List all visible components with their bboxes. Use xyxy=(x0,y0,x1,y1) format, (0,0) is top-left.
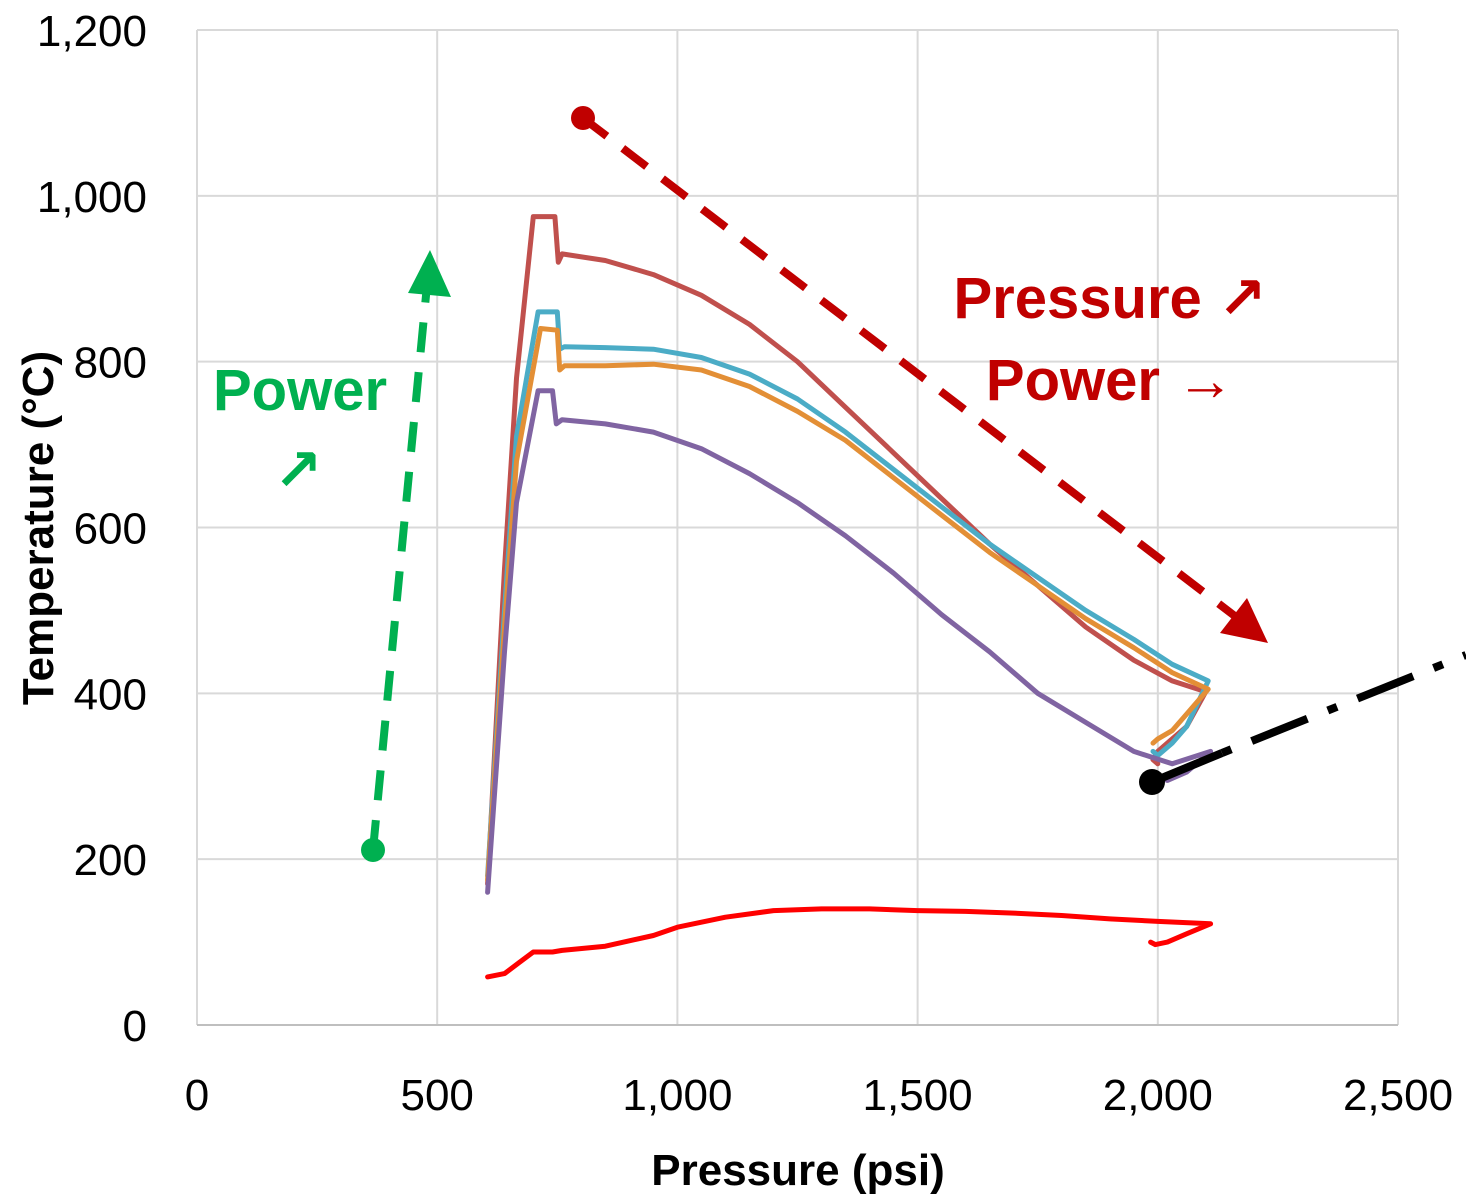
x-tick-label: 500 xyxy=(400,1071,473,1120)
power-right-label: Power → xyxy=(986,348,1234,413)
x-tick-label: 1,000 xyxy=(622,1071,732,1120)
x-tick-label: 2,500 xyxy=(1343,1071,1453,1120)
pressure-power-arrow xyxy=(571,106,1268,643)
series-line-4 xyxy=(485,388,1214,895)
gridlines xyxy=(196,29,1399,1026)
x-axis-title: Pressure (psi) xyxy=(651,1146,944,1195)
tick-labels: 0 500 1,000 1,500 2,000 2,500 0 200 400 600 800 1,0… xyxy=(37,7,1453,1120)
series-line-5 xyxy=(485,906,1214,980)
power-left-label: Power xyxy=(213,358,387,423)
y-tick-label: 1,000 xyxy=(37,173,147,222)
y-tick-label: 200 xyxy=(74,836,147,885)
extrapolation-line xyxy=(1139,651,1466,795)
extrapolation-dot xyxy=(1139,769,1165,795)
series-line-2 xyxy=(485,309,1211,879)
y-axis-title: Temperature (°C) xyxy=(14,351,63,705)
power-increase-arrow xyxy=(361,250,451,862)
x-tick-label: 2,000 xyxy=(1103,1071,1213,1120)
y-tick-label: 800 xyxy=(74,339,147,388)
power-start-dot xyxy=(361,838,385,862)
y-tick-label: 400 xyxy=(74,670,147,719)
x-tick-label: 0 xyxy=(185,1071,209,1120)
pressure-right-label: Pressure ↗ xyxy=(954,266,1267,331)
y-tick-label: 600 xyxy=(74,505,147,554)
x-tick-label: 1,500 xyxy=(863,1071,973,1120)
data-series xyxy=(485,214,1214,980)
power-left-arrow-label: ↗ xyxy=(274,438,323,503)
series-line-3 xyxy=(485,326,1211,883)
pressure-start-dot xyxy=(571,106,595,130)
y-tick-label: 0 xyxy=(123,1002,147,1051)
y-tick-label: 1,200 xyxy=(37,7,147,56)
